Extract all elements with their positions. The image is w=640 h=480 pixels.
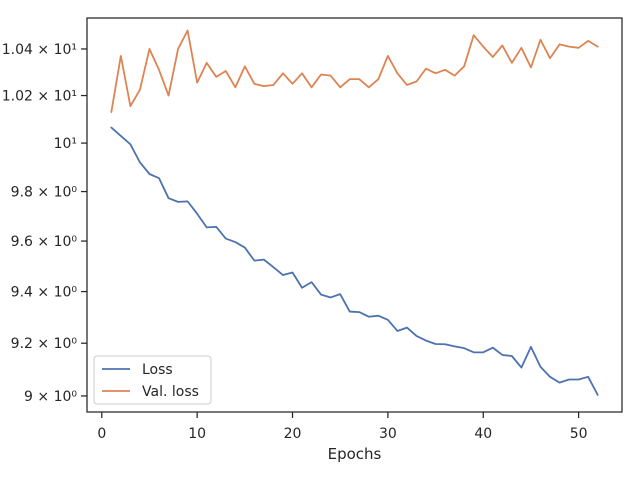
y-tick-label: 9.2 × 10⁰ — [11, 336, 78, 352]
legend-label: Loss — [142, 362, 173, 378]
x-tick-label: 50 — [570, 426, 588, 442]
series-line-val-loss — [110, 29, 599, 113]
x-axis-label: Epochs — [328, 445, 382, 463]
x-tick-label: 0 — [97, 426, 106, 442]
y-tick-label: 9.4 × 10⁰ — [11, 285, 78, 301]
y-tick-label: 9.6 × 10⁰ — [11, 234, 78, 250]
y-tick-label: 9 × 10⁰ — [24, 389, 77, 405]
x-tick-label: 40 — [474, 426, 492, 442]
x-tick-label: 30 — [379, 426, 397, 442]
legend-box — [93, 355, 212, 405]
y-tick-label: 9.8 × 10⁰ — [11, 185, 78, 201]
y-tick-label: 1.04 × 10¹ — [2, 42, 77, 58]
plot-frame — [86, 17, 623, 413]
y-tick-label: 1.02 × 10¹ — [2, 89, 77, 105]
x-tick-label: 10 — [188, 426, 206, 442]
legend-label: Val. loss — [142, 384, 199, 400]
x-tick-label: 20 — [284, 426, 302, 442]
plot-area — [110, 29, 599, 396]
series-line-loss — [110, 126, 599, 396]
x-axis: 0 10 20 30 40 50 — [97, 412, 588, 442]
y-axis: 9 × 10⁰ 9.2 × 10⁰ 9.4 × 10⁰ 9.6 × 10⁰ 9.8 × … — [2, 42, 87, 405]
legend: Loss Val. loss — [93, 355, 212, 405]
y-tick-label: 10¹ — [54, 136, 77, 152]
